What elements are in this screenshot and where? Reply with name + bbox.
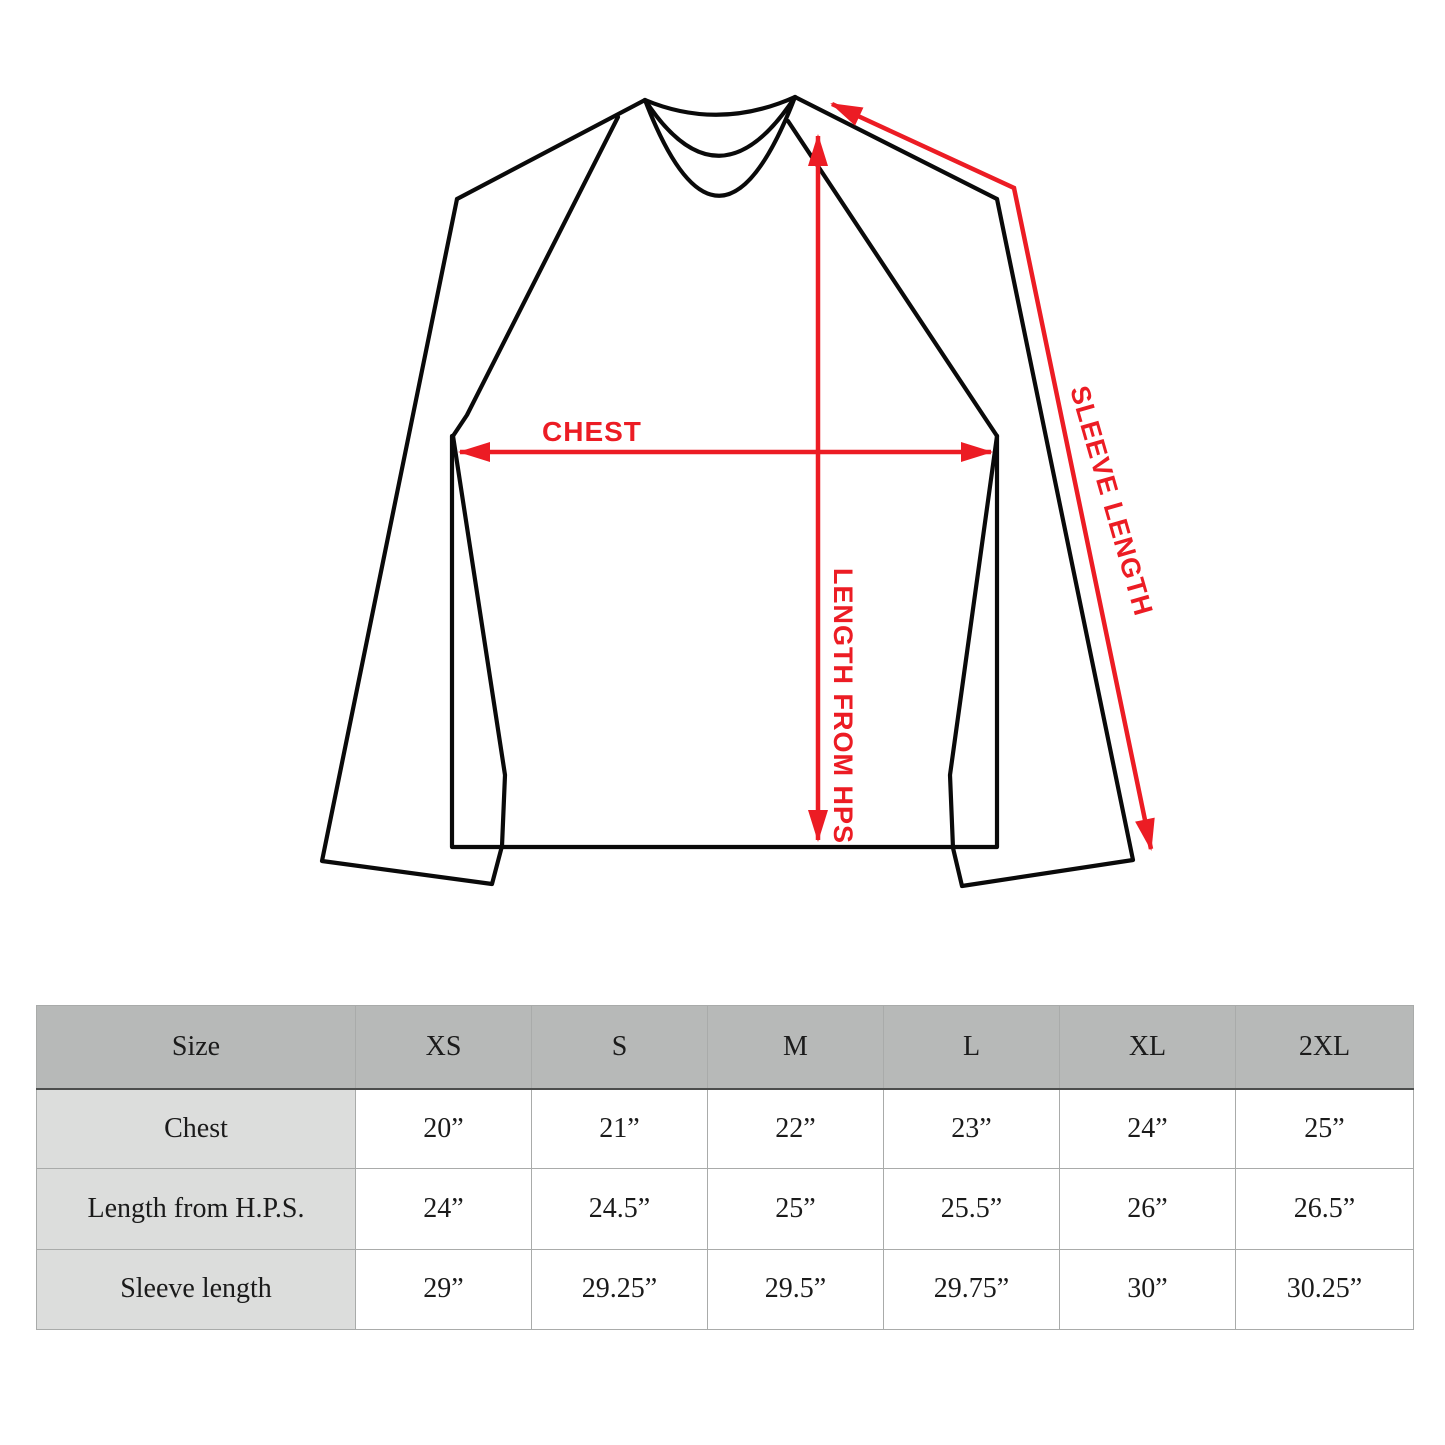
column-header-xs: XS [355, 1005, 532, 1090]
measurement-cell: 24” [355, 1168, 532, 1250]
length-from-hps-measure-label: LENGTH FROM HPS [828, 568, 858, 844]
measurement-cell: 22” [707, 1087, 884, 1170]
measurement-cell: 24.5” [531, 1168, 708, 1250]
column-header-l: L [883, 1005, 1060, 1090]
right-shoulder-line [792, 94, 1000, 202]
measurement-cell: 25.5” [883, 1168, 1060, 1250]
sleeve-length-dimension-arrow [830, 101, 1155, 851]
measurement-cell: 30” [1059, 1248, 1236, 1331]
right-sleeve [947, 196, 1136, 889]
measurement-cell: 20” [355, 1087, 532, 1170]
header-row: Size XS S M L XL 2XL [36, 1005, 1414, 1090]
measurement-cell: 26” [1059, 1168, 1236, 1250]
row-label-length-from-hps: Length from H.P.S. [36, 1168, 356, 1250]
measurement-cell: 23” [883, 1087, 1060, 1170]
measurement-cell: 21” [531, 1087, 708, 1170]
size-chart-table: Size XS S M L XL 2XL Chest 20” 21” 22” 2… [36, 1005, 1414, 1331]
measurement-cell: 26.5” [1235, 1168, 1414, 1250]
table-row-length-from-hps: Length from H.P.S. 24” 24.5” 25” 25.5” 2… [36, 1168, 1414, 1250]
row-label-chest: Chest [36, 1087, 356, 1170]
left-shoulder-line [454, 97, 648, 202]
body-outline [449, 433, 1000, 850]
column-header-m: M [707, 1005, 884, 1090]
measurement-cell: 24” [1059, 1087, 1236, 1170]
measurement-cell: 29.75” [883, 1248, 1060, 1331]
collar-back-neckline [642, 94, 798, 117]
table-row-sleeve-length: Sleeve length 29” 29.25” 29.5” 29.75” 30… [36, 1248, 1414, 1331]
table-row-chest: Chest 20” 21” 22” 23” 24” 25” [36, 1087, 1414, 1170]
measurement-cell: 30.25” [1235, 1248, 1414, 1331]
column-header-s: S [531, 1005, 708, 1090]
measurement-cell: 29” [355, 1248, 532, 1331]
column-header-xl: XL [1059, 1005, 1236, 1090]
column-header-2xl: 2XL [1235, 1005, 1414, 1090]
left-raglan-seam [450, 114, 621, 439]
chest-measure-label: CHEST [542, 416, 642, 447]
collar-band-inner-edge [642, 94, 798, 158]
column-header-size: Size [36, 1005, 356, 1090]
measurement-cell: 25” [1235, 1087, 1414, 1170]
measurement-cell: 25” [707, 1168, 884, 1250]
row-label-sleeve-length: Sleeve length [36, 1248, 356, 1331]
measurement-cell: 29.5” [707, 1248, 884, 1331]
measurement-cell: 29.25” [531, 1248, 708, 1331]
garment-diagram: CHEST LENGTH FROM HPS SLEEVE LENGTH [319, 94, 1159, 889]
collar-band-outer-edge [642, 94, 798, 198]
left-sleeve [319, 196, 508, 887]
